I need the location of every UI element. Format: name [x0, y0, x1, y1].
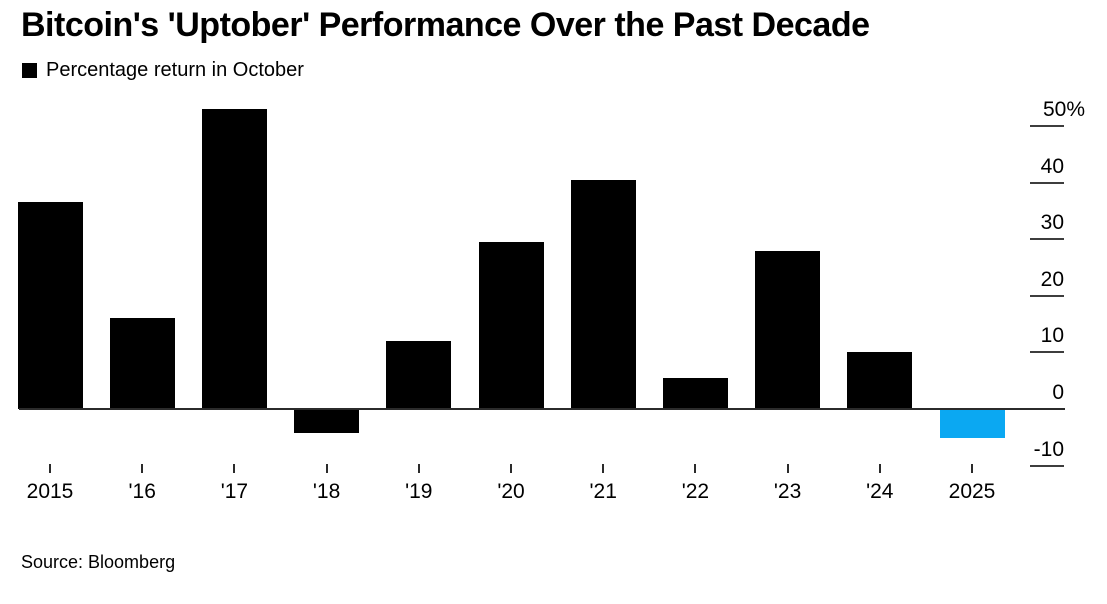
x-axis-tick — [49, 464, 51, 473]
y-axis-label: 20 — [1040, 267, 1064, 291]
legend-swatch-icon — [22, 63, 37, 78]
chart-bar — [662, 377, 728, 409]
x-axis-label: '19 — [405, 480, 433, 503]
chart-bar — [847, 352, 913, 409]
y-axis-tick — [1030, 125, 1064, 127]
x-axis-tick — [417, 464, 420, 473]
y-axis-label: 30 — [1040, 211, 1064, 235]
y-axis-tick — [1030, 238, 1064, 241]
chart-bar — [201, 109, 267, 409]
x-axis-label: '18 — [312, 480, 341, 503]
chart-bar — [294, 410, 360, 433]
chart-bar — [570, 179, 636, 409]
x-axis-label: '21 — [589, 480, 617, 503]
y-axis-label: 10 — [1040, 324, 1064, 348]
x-axis-baseline — [19, 408, 1065, 410]
y-axis-tick — [1030, 181, 1064, 184]
y-axis-label: 40 — [1040, 154, 1064, 178]
legend-label: Percentage return in October — [46, 59, 304, 81]
x-axis-label: '20 — [497, 480, 525, 503]
y-axis-label: 0 — [1052, 381, 1064, 404]
x-axis-tick — [971, 464, 973, 473]
x-axis-tick — [786, 464, 789, 473]
x-axis-label: '24 — [866, 480, 894, 503]
chart-bar — [386, 341, 452, 409]
legend: Percentage return in October — [22, 59, 304, 82]
y-axis-label: -10 — [1033, 437, 1064, 461]
x-axis-tick — [694, 464, 697, 473]
chart-bar — [17, 202, 83, 409]
chart-bar-highlighted — [939, 410, 1005, 439]
x-axis-label: '16 — [128, 480, 156, 503]
x-axis-label: 2015 — [26, 480, 74, 503]
x-axis-label: '22 — [681, 480, 710, 503]
page-title: Bitcoin's 'Uptober' Performance Over the… — [21, 6, 870, 44]
x-axis-label: 2025 — [948, 480, 996, 503]
y-axis-label: 50% — [1042, 98, 1085, 121]
chart-bar — [478, 242, 544, 409]
x-axis-tick — [233, 464, 236, 473]
x-axis-label: '17 — [220, 480, 249, 503]
y-axis-tick — [1030, 464, 1064, 467]
x-axis-label: '23 — [773, 480, 802, 503]
x-axis-tick — [141, 464, 144, 473]
y-axis-tick — [1030, 294, 1064, 297]
chart-bar — [109, 318, 175, 409]
y-axis-tick — [1030, 351, 1064, 354]
source-note: Source: Bloomberg — [21, 552, 176, 572]
x-axis-tick — [510, 464, 512, 473]
chart-bar — [755, 250, 821, 409]
x-axis-tick — [602, 464, 605, 473]
x-axis-tick — [878, 464, 881, 473]
x-axis-tick — [325, 464, 328, 473]
